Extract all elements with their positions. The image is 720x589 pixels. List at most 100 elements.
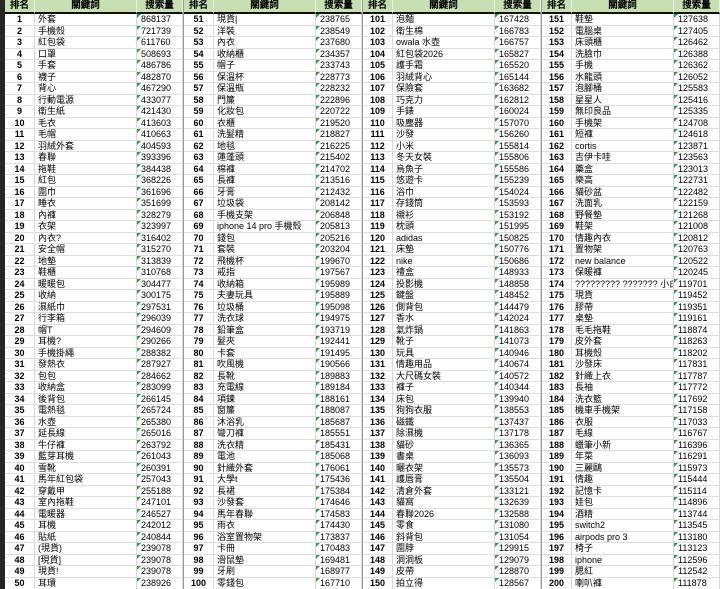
rank-cell[interactable]: 31: [5, 359, 35, 371]
rank-cell[interactable]: 78: [184, 324, 214, 336]
rank-cell[interactable]: 59: [184, 106, 214, 118]
volume-cell[interactable]: 238926: [137, 577, 183, 589]
rank-cell[interactable]: 129: [363, 336, 393, 348]
volume-cell[interactable]: 116396: [674, 439, 720, 451]
volume-cell[interactable]: 113744: [674, 508, 720, 520]
volume-cell[interactable]: 191495: [316, 347, 362, 359]
rank-cell[interactable]: 13: [5, 152, 35, 164]
keyword-cell[interactable]: (現貨): [35, 543, 137, 555]
rank-cell[interactable]: 80: [184, 347, 214, 359]
volume-cell[interactable]: 118874: [674, 324, 720, 336]
keyword-cell[interactable]: 穿戴甲: [35, 485, 137, 497]
volume-cell[interactable]: 126462: [674, 37, 720, 49]
keyword-cell[interactable]: 吉伊卡哇: [572, 152, 674, 164]
volume-cell[interactable]: 120763: [674, 244, 720, 256]
volume-cell[interactable]: 120812: [674, 232, 720, 244]
volume-cell[interactable]: 141863: [495, 324, 541, 336]
rank-cell[interactable]: 132: [363, 370, 393, 382]
keyword-cell[interactable]: 無印良品: [572, 106, 674, 118]
rank-cell[interactable]: 187: [542, 428, 572, 440]
volume-cell[interactable]: 140344: [495, 382, 541, 394]
rank-cell[interactable]: 126: [363, 301, 393, 313]
keyword-cell[interactable]: 毛衣: [35, 117, 137, 129]
rank-cell[interactable]: 118: [363, 209, 393, 221]
volume-cell[interactable]: 113545: [674, 520, 720, 532]
rank-cell[interactable]: 160: [542, 117, 572, 129]
volume-cell[interactable]: 189184: [316, 382, 362, 394]
keyword-cell[interactable]: 喇叭褲: [572, 577, 674, 589]
header-rank[interactable]: 排名: [184, 0, 214, 14]
volume-cell[interactable]: 120522: [674, 255, 720, 267]
keyword-cell[interactable]: 現貨: [572, 290, 674, 302]
volume-cell[interactable]: 166757: [495, 37, 541, 49]
volume-cell[interactable]: 117692: [674, 393, 720, 405]
volume-cell[interactable]: 192441: [316, 336, 362, 348]
keyword-cell[interactable]: 磁鐵: [393, 416, 495, 428]
volume-cell[interactable]: 242012: [137, 520, 183, 532]
keyword-cell[interactable]: 保險套: [393, 83, 495, 95]
volume-cell[interactable]: 167428: [495, 14, 541, 26]
rank-cell[interactable]: 168: [542, 209, 572, 221]
rank-cell[interactable]: 21: [5, 244, 35, 256]
volume-cell[interactable]: 721739: [137, 25, 183, 37]
volume-cell[interactable]: 142024: [495, 313, 541, 325]
keyword-cell[interactable]: 褲子: [393, 382, 495, 394]
keyword-cell[interactable]: cortis: [572, 140, 674, 152]
volume-cell[interactable]: 113180: [674, 531, 720, 543]
keyword-cell[interactable]: 護唇膏: [393, 474, 495, 486]
rank-cell[interactable]: 8: [5, 94, 35, 106]
volume-cell[interactable]: 133121: [495, 485, 541, 497]
keyword-cell[interactable]: iphone 14 pro 手機殼: [214, 221, 316, 233]
volume-cell[interactable]: 117772: [674, 382, 720, 394]
rank-cell[interactable]: 26: [5, 301, 35, 313]
rank-cell[interactable]: 194: [542, 508, 572, 520]
volume-cell[interactable]: 316402: [137, 232, 183, 244]
keyword-cell[interactable]: [現貨]: [35, 554, 137, 566]
volume-cell[interactable]: 222896: [316, 94, 362, 106]
volume-cell[interactable]: 174646: [316, 497, 362, 509]
rank-cell[interactable]: 57: [184, 83, 214, 95]
volume-cell[interactable]: 119452: [674, 290, 720, 302]
rank-cell[interactable]: 9: [5, 106, 35, 118]
volume-cell[interactable]: 151995: [495, 221, 541, 233]
keyword-cell[interactable]: 電腦桌: [572, 25, 674, 37]
volume-cell[interactable]: 482870: [137, 71, 183, 83]
rank-cell[interactable]: 35: [5, 405, 35, 417]
volume-cell[interactable]: 384438: [137, 163, 183, 175]
rank-cell[interactable]: 85: [184, 405, 214, 417]
rank-cell[interactable]: 125: [363, 290, 393, 302]
volume-cell[interactable]: 404593: [137, 140, 183, 152]
volume-cell[interactable]: 122159: [674, 198, 720, 210]
keyword-cell[interactable]: 水龍頭: [572, 71, 674, 83]
keyword-cell[interactable]: 拍立得: [393, 577, 495, 589]
rank-cell[interactable]: 188: [542, 439, 572, 451]
volume-cell[interactable]: 237680: [316, 37, 362, 49]
keyword-cell[interactable]: 洋裝: [214, 25, 316, 37]
volume-cell[interactable]: 111878: [674, 577, 720, 589]
keyword-cell[interactable]: 悠遊卡: [393, 175, 495, 187]
volume-cell[interactable]: 129079: [495, 554, 541, 566]
keyword-cell[interactable]: 套裝: [214, 244, 316, 256]
keyword-cell[interactable]: 現貨!: [35, 566, 137, 578]
keyword-cell[interactable]: 藍芽耳機: [35, 451, 137, 463]
rank-cell[interactable]: 180: [542, 347, 572, 359]
volume-cell[interactable]: 132639: [495, 497, 541, 509]
volume-cell[interactable]: 153593: [495, 198, 541, 210]
keyword-cell[interactable]: 發熱衣: [35, 359, 137, 371]
rank-cell[interactable]: 90: [184, 462, 214, 474]
keyword-cell[interactable]: 吹風機: [214, 359, 316, 371]
rank-cell[interactable]: 73: [184, 267, 214, 279]
rank-cell[interactable]: 148: [363, 554, 393, 566]
rank-cell[interactable]: 12: [5, 140, 35, 152]
keyword-cell[interactable]: 拖鞋: [35, 163, 137, 175]
keyword-cell[interactable]: 耳機殼: [572, 347, 674, 359]
rank-cell[interactable]: 186: [542, 416, 572, 428]
rank-cell[interactable]: 11: [5, 129, 35, 141]
rank-cell[interactable]: 197: [542, 543, 572, 555]
volume-cell[interactable]: 255188: [137, 485, 183, 497]
rank-cell[interactable]: 121: [363, 244, 393, 256]
volume-cell[interactable]: 124618: [674, 129, 720, 141]
rank-cell[interactable]: 106: [363, 71, 393, 83]
volume-cell[interactable]: 173837: [316, 531, 362, 543]
volume-cell[interactable]: 121008: [674, 221, 720, 233]
